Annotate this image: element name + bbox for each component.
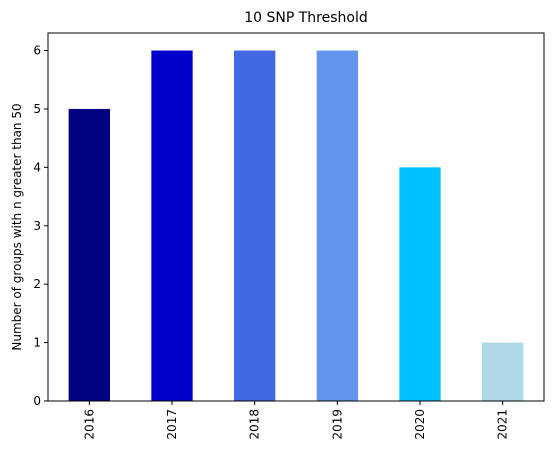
- y-tick-label: 3: [33, 219, 41, 233]
- y-tick-label: 5: [33, 102, 41, 116]
- x-tick-label: 2021: [496, 409, 510, 440]
- y-axis-label: Number of groups with n greater than 50: [10, 103, 24, 350]
- chart-title: 10 SNP Threshold: [244, 10, 368, 26]
- x-tick-label: 2016: [82, 409, 96, 440]
- y-tick-label: 2: [33, 277, 41, 291]
- plot-frame: [47, 32, 545, 402]
- bar-2018: [234, 50, 276, 402]
- x-tick-label: 2019: [330, 409, 344, 440]
- x-tick-label: 2018: [248, 409, 262, 440]
- y-axis-ticks: 0 1 2 3 4 5 6: [33, 44, 48, 408]
- bar-2020: [399, 167, 441, 401]
- bar-2019: [316, 50, 358, 402]
- x-tick-label: 2017: [165, 409, 179, 440]
- y-tick-label: 4: [33, 160, 41, 174]
- y-tick-label: 0: [33, 394, 41, 408]
- y-tick-label: 6: [33, 44, 41, 58]
- bars-group: [68, 50, 524, 402]
- bar-2021: [482, 342, 524, 401]
- x-tick-label: 2020: [413, 409, 427, 440]
- bar-2017: [151, 50, 193, 402]
- y-tick-label: 1: [33, 336, 41, 350]
- x-axis-ticks: 2016 2017 2018 2019 2020 2021: [82, 401, 510, 440]
- bar-2016: [68, 108, 110, 401]
